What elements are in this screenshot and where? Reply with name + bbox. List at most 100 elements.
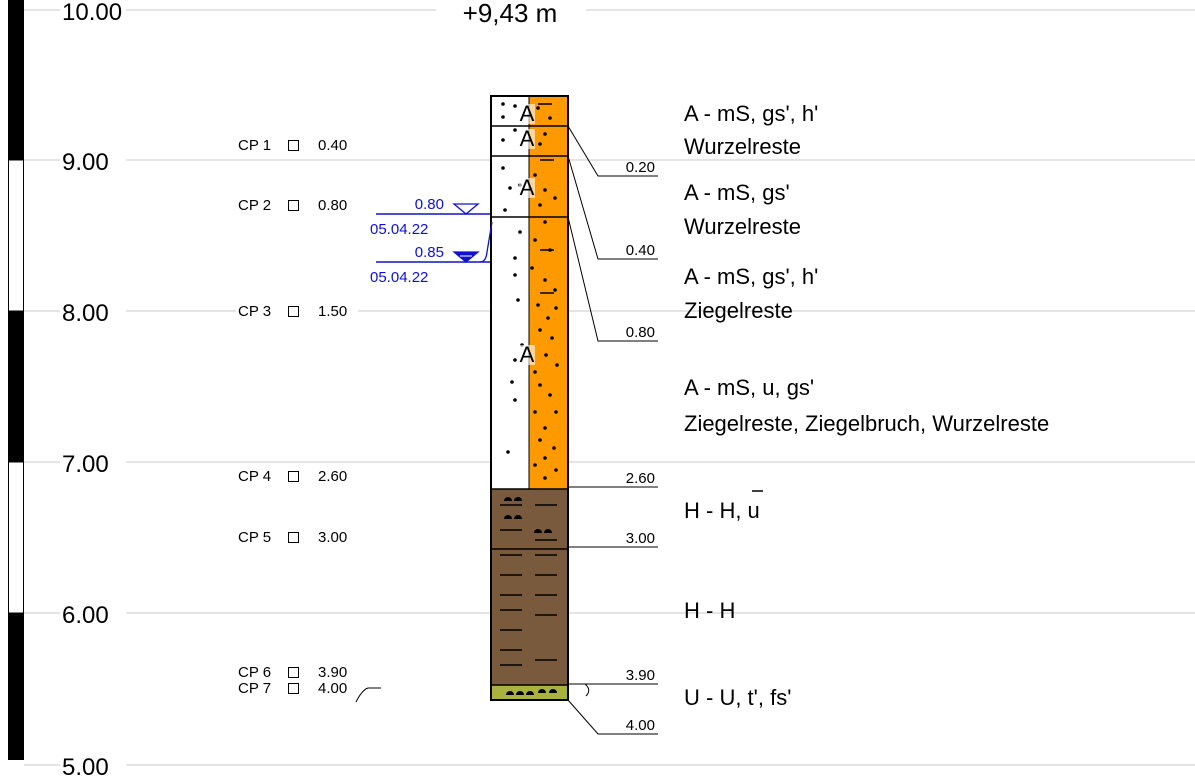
dot [538, 203, 542, 207]
layer-symbol: A [520, 342, 535, 367]
scale-black [8, 311, 24, 462]
dot [533, 410, 537, 414]
sample-marker [288, 667, 299, 678]
layer-description: U - U, t', fs' [684, 685, 791, 710]
dot [554, 306, 558, 310]
layer-symbol: A [520, 175, 535, 200]
label-bg [236, 138, 358, 153]
mound [516, 691, 524, 695]
dot [536, 106, 540, 110]
dot [501, 102, 505, 106]
label-bg [236, 681, 358, 696]
dot [538, 438, 542, 442]
dot [513, 398, 517, 402]
water-connector [479, 221, 493, 263]
layer-fill-white [491, 96, 529, 489]
label-bg [60, 751, 126, 779]
symbol-bg [519, 178, 535, 198]
layer-description: A - mS, gs', h' [684, 264, 818, 289]
top-elevation: +9,43 m [463, 0, 558, 28]
content: 10.00 9.00 8.00 7.00 6.00 5.00 +9,43 m A 0.20 A -… [60, 0, 1049, 781]
column-outline [490, 95, 569, 701]
dot [553, 288, 557, 292]
sample-name: CP 1 [238, 137, 271, 154]
sample-name: CP 4 [238, 468, 271, 485]
dot [555, 363, 559, 367]
dot [543, 278, 547, 282]
label-bg [60, 599, 126, 627]
dot [543, 456, 547, 460]
dot [548, 393, 552, 397]
layer-description: Ziegelreste, Ziegelbruch, Wurzelreste [684, 411, 1049, 436]
sample-marker [288, 200, 299, 211]
mound [544, 529, 552, 533]
dot [538, 383, 542, 387]
dot [506, 450, 510, 454]
elevation-label: 5.00 [62, 754, 109, 781]
elevation-label: 6.00 [62, 602, 109, 629]
dot [538, 142, 542, 146]
dot [510, 380, 514, 384]
mound [526, 691, 534, 695]
label-bg [60, 297, 126, 325]
depth-leader [567, 486, 658, 489]
dot [543, 188, 547, 192]
sample-marker [288, 306, 299, 317]
label-bg [60, 0, 126, 24]
label-bg [236, 665, 358, 680]
dot [508, 186, 512, 190]
dot [513, 128, 517, 132]
scale-white [8, 159, 24, 312]
mound [506, 691, 514, 695]
scale-black [8, 613, 24, 760]
layer-depth: 3.00 [626, 530, 655, 547]
mound [538, 689, 546, 693]
sample-marker [288, 471, 299, 482]
scale-black [8, 0, 24, 160]
depth-leader [567, 683, 658, 685]
grid [24, 9, 1195, 766]
mound [514, 515, 522, 519]
label-bg [236, 469, 358, 484]
layer-depth: 2.60 [626, 470, 655, 487]
mound [514, 497, 522, 501]
sample-mark [355, 687, 381, 703]
layer-depth: 4.00 [626, 717, 655, 734]
dot [553, 196, 557, 200]
elevation-label: 8.00 [62, 300, 109, 327]
dot [513, 256, 517, 260]
layer-description: H - H, u [684, 498, 760, 523]
water-depth: 0.85 [415, 244, 444, 261]
sample-depth: 0.80 [318, 197, 347, 214]
mark [584, 683, 590, 697]
dot [543, 476, 547, 480]
dot [533, 173, 537, 177]
dot [533, 238, 537, 242]
water-date: 05.04.22 [370, 221, 428, 238]
sample-marker [288, 140, 299, 151]
layer-description: Ziegelreste [684, 298, 793, 323]
sample-name: CP 3 [238, 303, 271, 320]
depth-leader [567, 699, 658, 735]
elevation-label: 9.00 [62, 149, 109, 176]
dot [533, 370, 537, 374]
sample-name: CP 7 [238, 680, 271, 697]
dot [501, 115, 505, 119]
depth-leader [567, 125, 658, 177]
elevation-label: 7.00 [62, 451, 109, 478]
dot [543, 132, 547, 136]
dot [501, 166, 505, 170]
dot [546, 316, 550, 320]
mound [504, 515, 512, 519]
sample-marker [288, 532, 299, 543]
layer-depth: 0.20 [626, 159, 655, 176]
water-date: 05.04.22 [370, 269, 428, 286]
dot [513, 273, 517, 277]
dot [503, 208, 507, 212]
depth-leader [567, 155, 658, 260]
dot [516, 298, 520, 302]
sample-depth: 0.40 [318, 137, 347, 154]
elevation-label: 10.00 [62, 0, 122, 26]
sample-name: CP 2 [238, 197, 271, 214]
